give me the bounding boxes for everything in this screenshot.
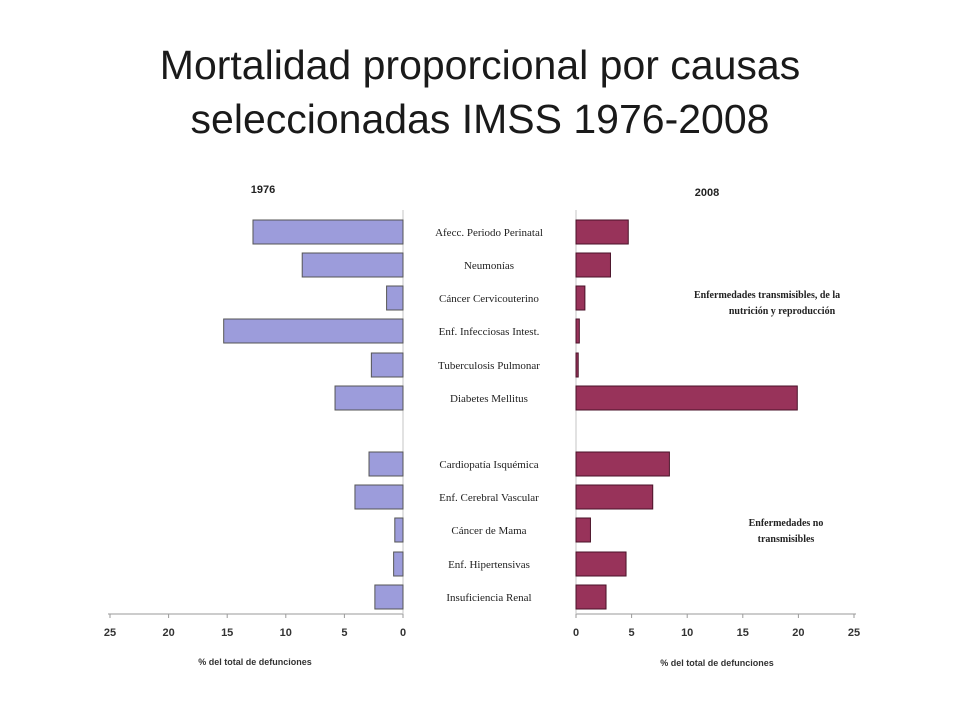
category-label: Cardiopatía Isquémica [439, 459, 538, 471]
right-x-tick-label: 10 [681, 627, 693, 639]
bar-1976 [301, 252, 404, 278]
left-x-tick-label: 5 [341, 627, 347, 639]
right-x-tick-label: 20 [792, 627, 804, 639]
left-x-axis-label: % del total de defunciones [198, 657, 312, 667]
bar-1976 [223, 318, 404, 344]
annotation-group1-line2: nutrición y reproducción [729, 306, 836, 317]
bar-1976 [393, 551, 404, 577]
bar-1976 [252, 219, 404, 245]
left-x-tick-label: 10 [280, 627, 292, 639]
bar-2008 [575, 252, 611, 278]
bar-1976 [354, 484, 404, 510]
category-label: Neumonías [464, 260, 514, 272]
annotation-group2-line2: transmisibles [758, 534, 815, 545]
left-x-tick-label: 20 [162, 627, 174, 639]
category-label: Afecc. Periodo Perinatal [435, 227, 543, 239]
category-label: Insuficiencia Renal [446, 592, 531, 604]
bar-2008 [575, 385, 798, 411]
right-x-tick-label: 0 [573, 627, 579, 639]
category-label: Cáncer Cervicouterino [439, 293, 539, 305]
bar-2008 [575, 517, 591, 543]
bar-2008 [575, 352, 579, 378]
bar-2008 [575, 484, 654, 510]
right-x-tick-label: 25 [848, 627, 860, 639]
bar-1976 [370, 352, 404, 378]
left-x-tick-label: 25 [104, 627, 116, 639]
bar-1976 [374, 584, 404, 610]
category-label: Tuberculosis Pulmonar [438, 360, 540, 372]
right-x-tick-label: 15 [737, 627, 749, 639]
category-label: Enf. Infecciosas Intest. [439, 326, 540, 338]
series-label-1976: 1976 [251, 184, 275, 196]
bar-2008 [575, 285, 586, 311]
bar-1976 [368, 451, 404, 477]
title-line-2: seleccionadas IMSS 1976-2008 [190, 96, 770, 142]
annotation-group2-line1: Enfermedades no [749, 518, 824, 529]
series-label-2008: 2008 [695, 187, 719, 199]
slide-title: Mortalidad proporcional por causas selec… [0, 38, 960, 146]
bar-2008 [575, 219, 629, 245]
left-x-tick-label: 0 [400, 627, 406, 639]
right-x-tick-label: 5 [629, 627, 635, 639]
category-label: Cáncer de Mama [451, 525, 526, 537]
bar-1976 [334, 385, 404, 411]
annotation-group1-line1: Enfermedades transmisibles, de la [694, 290, 840, 301]
right-x-axis-label: % del total de defunciones [660, 658, 774, 668]
bar-1976 [394, 517, 404, 543]
bar-2008 [575, 318, 580, 344]
bar-1976 [386, 285, 404, 311]
category-label: Enf. Hipertensivas [448, 559, 530, 571]
title-line-1: Mortalidad proporcional por causas [159, 42, 801, 88]
bar-2008 [575, 451, 670, 477]
category-label: Diabetes Mellitus [450, 393, 528, 405]
bar-2008 [575, 584, 607, 610]
left-x-tick-label: 15 [221, 627, 233, 639]
category-label: Enf. Cerebral Vascular [439, 492, 539, 504]
bar-2008 [575, 551, 627, 577]
